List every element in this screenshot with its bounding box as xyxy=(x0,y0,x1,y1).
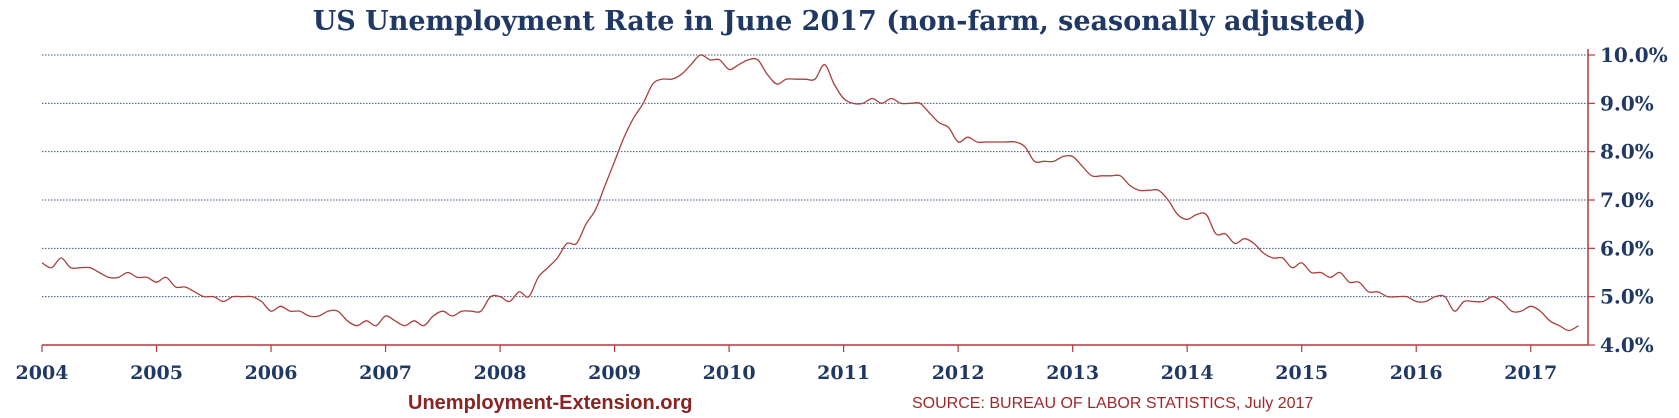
y-tick-label: 4.0% xyxy=(1600,333,1654,357)
y-tick-label: 9.0% xyxy=(1600,91,1654,115)
x-tick-label: 2010 xyxy=(703,362,756,384)
series-layer xyxy=(41,54,1579,332)
x-tick-label: 2008 xyxy=(474,362,527,384)
x-tick-label: 2017 xyxy=(1504,362,1557,384)
x-tick-label: 2013 xyxy=(1046,362,1099,384)
y-tick-label: 6.0% xyxy=(1600,236,1654,260)
chart-title: US Unemployment Rate in June 2017 (non-f… xyxy=(312,6,1367,37)
y-tick-label: 10.0% xyxy=(1600,43,1668,67)
x-tick-label: 2006 xyxy=(245,362,298,384)
x-tick-label: 2015 xyxy=(1275,362,1328,384)
y-tick-labels: 4.0% 5.0% 6.0% 7.0% 8.0% 9.0% 10.0% xyxy=(1600,43,1668,357)
x-tick-label: 2011 xyxy=(817,362,870,384)
gridlines xyxy=(42,54,1595,346)
x-tick-label: 2009 xyxy=(588,362,641,384)
x-tick-label: 2004 xyxy=(16,362,69,384)
axes xyxy=(41,49,1589,352)
x-tick-label: 2007 xyxy=(359,362,412,384)
series-line-unemployment-rate xyxy=(41,54,1579,332)
x-tick-label: 2014 xyxy=(1161,362,1214,384)
y-tick-label: 5.0% xyxy=(1600,285,1654,309)
site-name-label: Unemployment-Extension.org xyxy=(408,392,693,414)
source-label: SOURCE: BUREAU OF LABOR STATISTICS, July… xyxy=(912,395,1314,412)
x-tick-label: 2012 xyxy=(932,362,985,384)
x-tick-label: 2005 xyxy=(130,362,183,384)
x-tick-labels: 2004 2005 2006 2007 2008 2009 2010 2011 2012 2013… xyxy=(16,362,1558,384)
x-tick-label: 2016 xyxy=(1390,362,1443,384)
y-tick-label: 7.0% xyxy=(1600,188,1654,212)
y-tick-label: 8.0% xyxy=(1600,140,1654,164)
